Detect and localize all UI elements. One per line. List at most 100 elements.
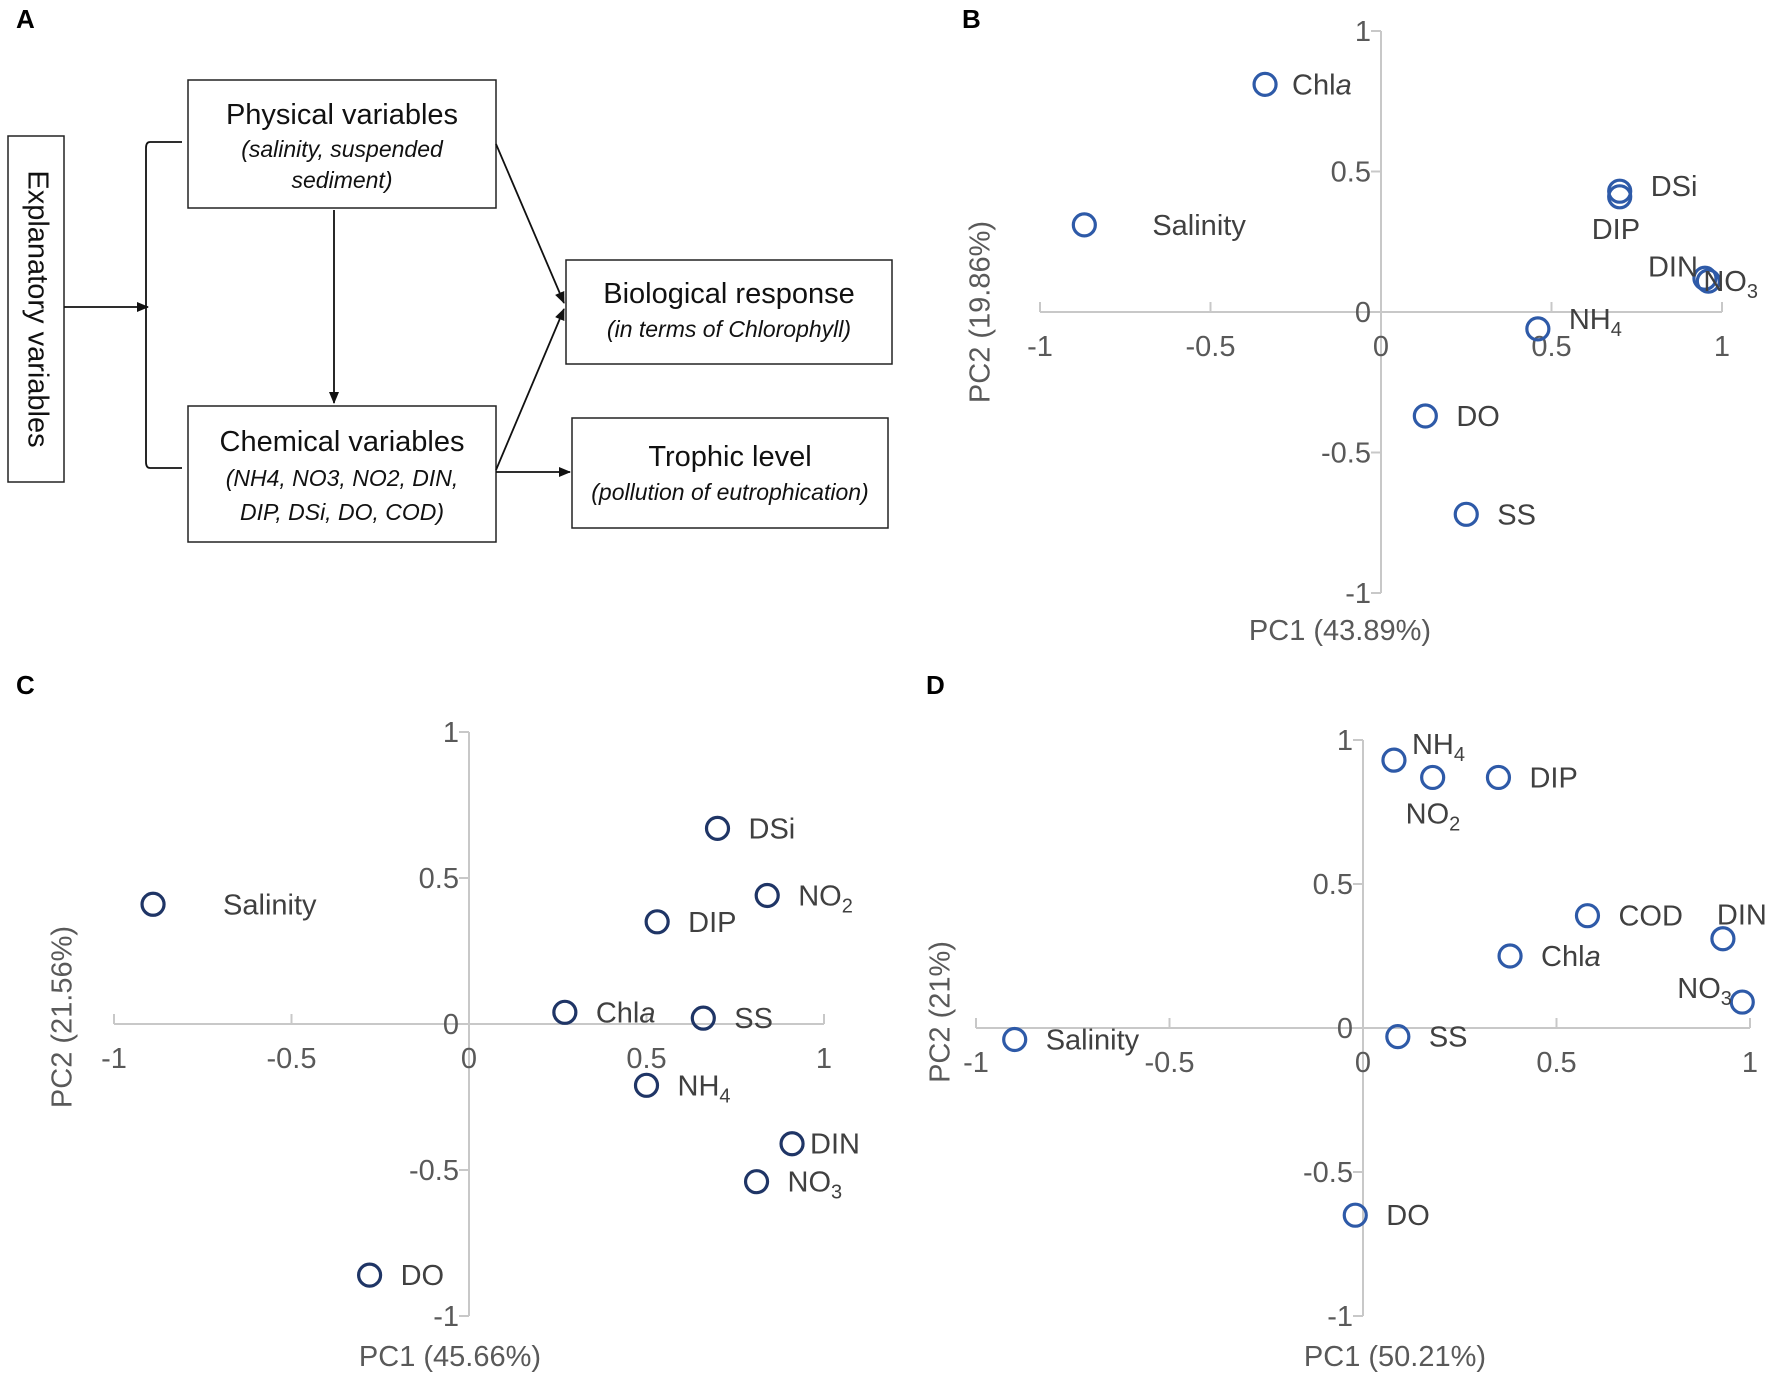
arrow-physical-to-biological: [495, 143, 565, 304]
chart-b: -1 -0.5 0 0.5 1 1 0.5 0 -0.5 -1 PC1 (43.89%) PC2 (1…: [965, 16, 1758, 647]
chart-d-x-tick-label: 0.5: [1536, 1047, 1576, 1079]
chart-d-x-tick-label: -0.5: [1145, 1047, 1195, 1079]
chart-c-point-nh4: [633, 1072, 660, 1098]
chart-d-x-tick-label: 0: [1355, 1047, 1371, 1079]
bracket: [145, 141, 182, 469]
chart-d-point-label-cod: COD: [1618, 901, 1682, 933]
physical-box: [187, 79, 497, 209]
chart-c-x-tick-label: -0.5: [267, 1043, 317, 1075]
chart-c-point-dip: [644, 909, 670, 935]
trophic-title: Trophic level: [648, 441, 811, 473]
chart-d-point-dip: [1485, 764, 1512, 791]
chart-d-point-do: [1342, 1202, 1368, 1228]
chart-b-point-label-do: DO: [1456, 401, 1500, 433]
chart-b-point-label-chla: Chla: [1292, 69, 1352, 101]
chart-c-point-no3: [743, 1169, 770, 1195]
chart-c-point-label-din: DIN: [810, 1129, 860, 1161]
chart-c-x-tick-label: -1: [101, 1043, 127, 1075]
chart-c-y-tick-label: 0: [443, 1009, 459, 1041]
chart-d-y-tick-label: 1: [1337, 725, 1353, 757]
chart-b-x-tick-label: 0.5: [1531, 331, 1571, 363]
physical-title: Physical variables: [226, 99, 458, 131]
chart-b-point-dip: [1607, 184, 1633, 210]
chart-c-point-do: [357, 1262, 383, 1288]
chart-c-point-salinity: [140, 891, 166, 917]
chart-b-point-din: [1692, 265, 1718, 291]
panel-letter-c: C: [16, 670, 35, 700]
chart-c-y-axis-label: PC2 (21.56%): [47, 926, 79, 1108]
chart-d-point-no2: [1420, 764, 1446, 791]
chart-b-y-tick-label: 1: [1355, 16, 1371, 48]
chart-b-x-tick-label: 1: [1714, 331, 1730, 363]
chart-d-y-tick-label: -0.5: [1303, 1157, 1353, 1189]
chart-b-point-do: [1412, 403, 1438, 429]
biological-sub: (in terms of Chlorophyll): [607, 316, 851, 342]
chart-b-point-label-nh4: NH4: [1569, 304, 1622, 341]
chart-b-y-tick-label: -0.5: [1321, 438, 1371, 470]
chart-c-point-din: [779, 1131, 805, 1157]
chart-d-point-label-nh4: NH4: [1412, 729, 1465, 766]
chemical-sub-2: DIP, DSi, DO, COD): [240, 499, 444, 525]
chart-d-point-salinity: [1002, 1026, 1028, 1053]
chart-d-point-label-ss: SS: [1429, 1022, 1468, 1054]
chart-c-point-label-dip: DIP: [688, 907, 736, 939]
chart-b-point-label-dsi: DSi: [1651, 171, 1698, 203]
explanatory-box: [7, 135, 65, 483]
chart-b-y-axis-label: PC2 (19.86%): [965, 221, 997, 403]
chart-d-point-din: [1710, 926, 1736, 952]
biological-box: [565, 259, 893, 365]
panel-a-diagram: Explanatory variables Physical variables…: [7, 79, 893, 543]
trophic-box: [571, 417, 889, 529]
chart-d-y-tick-label: -1: [1327, 1301, 1353, 1333]
chemical-sub-1: (NH4, NO3, NO2, DIN,: [226, 465, 459, 491]
physical-sub-1: (salinity, suspended: [241, 136, 444, 162]
chart-b-x-axis-label: PC1 (43.89%): [1249, 615, 1431, 647]
chart-b-y-tick-label: -1: [1345, 578, 1371, 610]
chart-b-point-label-dip: DIP: [1592, 214, 1640, 246]
panel-letter-a: A: [16, 4, 35, 34]
chart-b-point-ss: [1453, 501, 1479, 527]
chart-b-y-tick-label: 0: [1355, 297, 1371, 329]
chart-d-point-label-no2: NO2: [1406, 798, 1461, 835]
chart-d-point-label-do: DO: [1386, 1200, 1430, 1232]
chart-c-point-label-do: DO: [401, 1260, 445, 1292]
chart-d-x-tick-label: 1: [1742, 1047, 1758, 1079]
chart-b-point-label-ss: SS: [1497, 499, 1536, 531]
chart-c-point-label-dsi: DSi: [749, 813, 796, 845]
chart-b-x-tick-label: -1: [1027, 331, 1053, 363]
chart-d-point-label-salinity: Salinity: [1046, 1025, 1140, 1057]
chart-c-x-tick-label: 0: [461, 1043, 477, 1075]
chart-b-point-label-din: DIN: [1648, 251, 1698, 283]
chart-d-x-tick-label: -1: [963, 1047, 989, 1079]
chart-b-point-nh4: [1525, 316, 1551, 342]
chart-c-x-axis-label: PC1 (45.66%): [359, 1341, 541, 1373]
chart-c-point-no2: [754, 882, 780, 909]
arrow-chemical-to-biological: [495, 308, 565, 471]
chart-d-point-label-din: DIN: [1717, 900, 1767, 932]
chart-b-point-label-salinity: Salinity: [1152, 210, 1246, 242]
chart-c-y-tick-label: -0.5: [409, 1155, 459, 1187]
chart-d-point-no3: [1729, 989, 1755, 1015]
chart-d: -1 -0.5 0 0.5 1 1 0.5 0 -0.5 -1 PC1 (50.21%) PC2 (2…: [925, 725, 1767, 1373]
chart-d-point-label-no3: NO3: [1677, 973, 1732, 1010]
chart-d-point-chla: [1497, 943, 1523, 969]
chart-d-y-tick-label: 0: [1337, 1013, 1353, 1045]
chart-d-point-cod: [1574, 903, 1601, 929]
chart-b-point-no3: [1695, 268, 1721, 294]
chart-c-point-label-no2: NO2: [798, 881, 853, 918]
chart-b-point-label-no3: NO3: [1703, 266, 1758, 303]
chemical-title: Chemical variables: [220, 426, 465, 458]
chart-d-x-axis-label: PC1 (50.21%): [1304, 1341, 1486, 1373]
chart-d-point-label-chla: Chla: [1541, 941, 1601, 973]
chart-c-point-ss: [690, 1005, 716, 1031]
chart-b-point-chla: [1252, 71, 1278, 97]
chart-d-y-tick-label: 0.5: [1313, 869, 1353, 901]
chart-c-y-tick-label: 0.5: [419, 863, 459, 895]
chart-c-x-tick-label: 0.5: [626, 1043, 666, 1075]
chart-b-point-salinity: [1071, 212, 1097, 238]
chart-b-x-tick-label: 0: [1373, 331, 1389, 363]
chart-c-x-tick-label: 1: [816, 1043, 832, 1075]
chart-c-point-label-ss: SS: [734, 1003, 773, 1035]
panel-letter-d: D: [926, 670, 945, 700]
